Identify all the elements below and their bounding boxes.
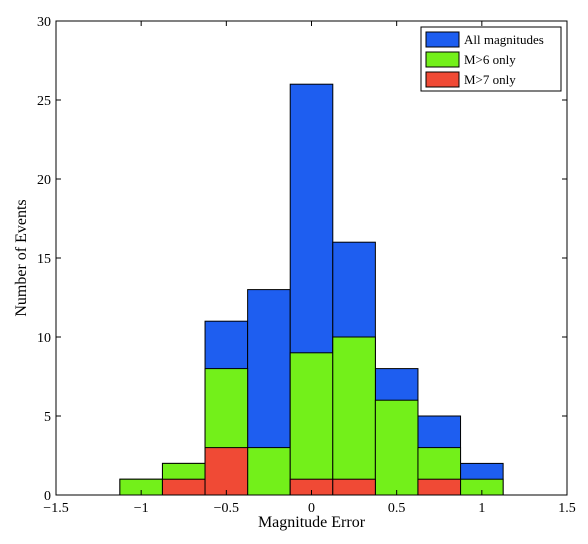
y-tick-label: 15 <box>37 252 51 267</box>
y-tick-label: 5 <box>44 410 51 425</box>
y-tick-label: 10 <box>37 331 51 346</box>
x-tick-label: −0.5 <box>214 501 239 516</box>
bar-series2-bin6 <box>332 478 376 496</box>
y-tick-label: 25 <box>37 94 51 109</box>
legend-label-m7: M>7 only <box>464 72 516 87</box>
y-tick-labels: 0 5 10 15 20 25 30 <box>37 15 51 504</box>
legend: All magnitudes M>6 only M>7 only <box>420 26 562 92</box>
axis-ticks <box>55 20 568 496</box>
y-axis-title: Number of Events <box>13 199 30 316</box>
y-tick-label: 0 <box>44 489 51 504</box>
x-tick-label: −1 <box>134 501 149 516</box>
plot-bars <box>119 83 504 496</box>
legend-label-m6: M>6 only <box>464 52 516 67</box>
x-tick-label: 0 <box>308 501 315 516</box>
legend-swatch-m7 <box>425 71 460 88</box>
legend-swatch-all-magnitudes <box>425 31 460 48</box>
bar-series1-bin4 <box>247 447 291 496</box>
x-tick-label: 1 <box>478 501 485 516</box>
y-tick-label: 20 <box>37 173 51 188</box>
x-tick-label: 1.5 <box>558 501 576 516</box>
bar-series2-bin3 <box>204 447 249 496</box>
x-axis-title: Magnitude Error <box>258 514 366 531</box>
x-tick-label: 0.5 <box>388 501 406 516</box>
bar-series1-bin5 <box>289 352 334 496</box>
bar-series2-bin2 <box>161 478 206 496</box>
bar-series2-bin8 <box>417 478 462 496</box>
y-tick-label: 30 <box>37 15 51 30</box>
x-tick-labels: −1.5 −1 −0.5 0 0.5 1 1.5 <box>43 501 575 516</box>
bar-series1-bin6 <box>332 336 376 496</box>
x-tick-label: −1.5 <box>43 501 68 516</box>
bar-series1-bin7 <box>374 399 419 496</box>
legend-swatch-m6 <box>425 51 460 68</box>
legend-label-all-magnitudes: All magnitudes <box>464 32 544 47</box>
